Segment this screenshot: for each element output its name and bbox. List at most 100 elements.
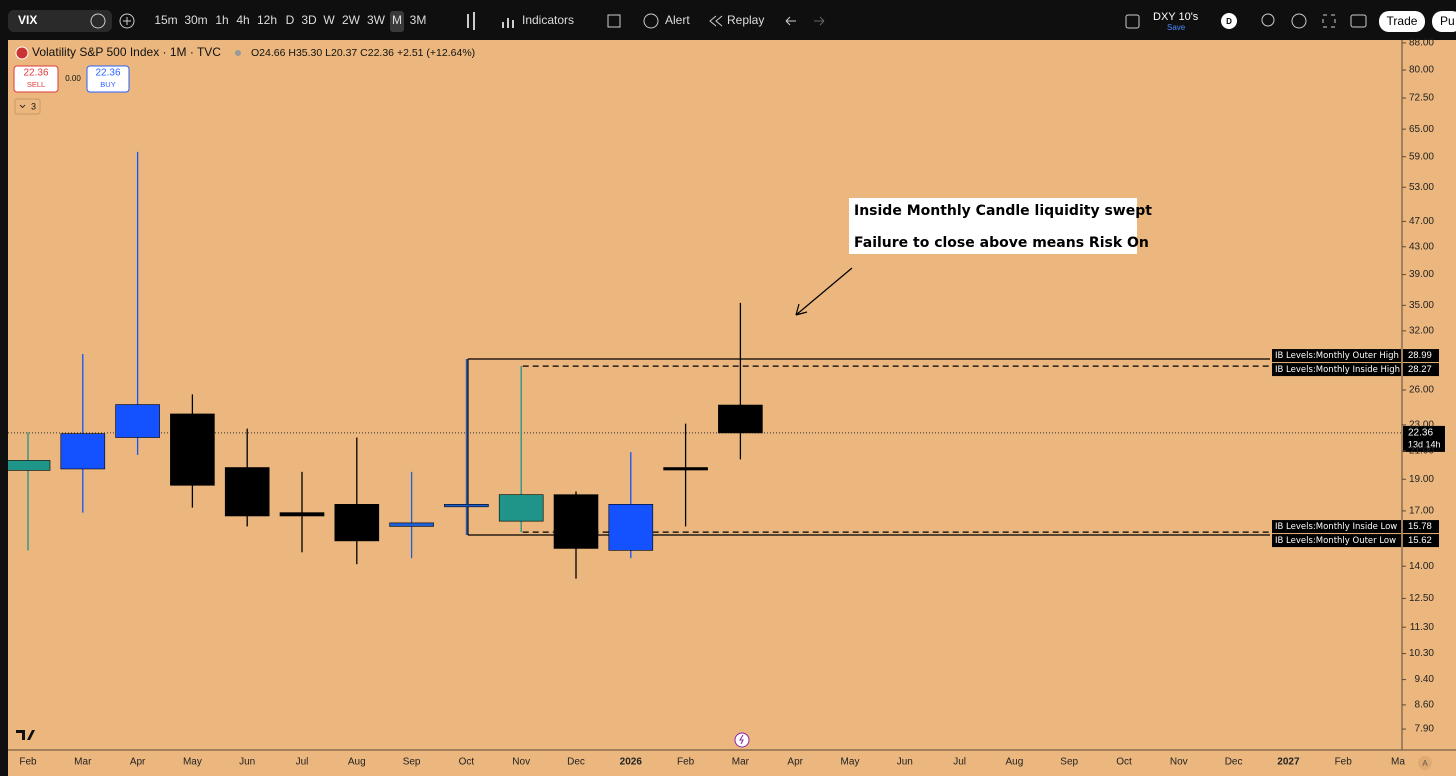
candle-body <box>498 494 544 522</box>
y-tick-label: 21.00 <box>1409 445 1434 456</box>
x-tick-label: Feb <box>1335 757 1353 768</box>
level-price-box <box>1403 534 1439 548</box>
current-price: 22.36 <box>1408 428 1433 439</box>
redo-button[interactable] <box>814 16 825 26</box>
auto-scale-button[interactable] <box>1418 756 1432 770</box>
candle-body <box>444 503 489 508</box>
x-tick-label: May <box>183 757 202 768</box>
candle-body <box>170 413 215 486</box>
plot <box>8 151 1402 579</box>
buy-label: BUY <box>100 80 115 89</box>
auto-scale-label: A <box>1422 759 1428 768</box>
interval-button[interactable]: M <box>392 13 402 27</box>
compare-button[interactable] <box>119 13 135 29</box>
y-tick-label: 17.00 <box>1409 506 1434 517</box>
level-price-box <box>1403 520 1439 534</box>
replay-button[interactable]: Replay <box>727 13 764 27</box>
y-tick-label: 65.00 <box>1409 124 1434 135</box>
level-price-box <box>1403 363 1439 377</box>
y-tick-label: 47.00 <box>1409 216 1434 227</box>
indicators-icon <box>502 18 514 28</box>
annotation-line: Inside Monthly Candle liquidity swept <box>854 203 1152 219</box>
sell-button[interactable] <box>13 65 59 93</box>
templates-button[interactable] <box>607 14 621 28</box>
candle-body <box>279 512 325 517</box>
snapshot-icon[interactable] <box>1350 14 1367 28</box>
x-tick-label: Aug <box>1006 757 1024 768</box>
interval-button[interactable]: 30m <box>184 13 207 27</box>
interval-button[interactable]: 3W <box>367 13 386 27</box>
interval-button[interactable]: W <box>323 13 335 27</box>
interval-button[interactable]: D <box>286 13 295 27</box>
interval-selected <box>390 11 404 32</box>
fullscreen-icon[interactable] <box>1322 14 1336 28</box>
x-tick-label: Apr <box>787 757 803 768</box>
interval-button[interactable]: 12h <box>257 13 277 27</box>
legend-ohlc: O24.66 H35.30 L20.37 C22.36 +2.51 (+12.6… <box>251 47 475 59</box>
y-tick-label: 43.00 <box>1409 241 1434 252</box>
level-label: IB Levels:Monthly Outer High <box>1275 351 1399 361</box>
buy-button[interactable] <box>86 65 130 93</box>
y-tick-label: 32.00 <box>1409 326 1434 337</box>
candle-body <box>608 503 654 551</box>
candle-body <box>60 433 106 470</box>
level-price: 15.78 <box>1408 521 1432 532</box>
indicators-button[interactable]: Indicators <box>522 13 574 27</box>
x-tick-label: Nov <box>1170 757 1188 768</box>
tv-logo <box>16 730 35 740</box>
trade-button[interactable] <box>1379 11 1425 32</box>
trade-label: Trade <box>1387 14 1418 28</box>
y-tick-label: 35.00 <box>1409 300 1434 311</box>
alert-icon <box>643 13 659 29</box>
chevron <box>19 104 26 109</box>
layout-name[interactable]: DXY 10's <box>1153 11 1199 23</box>
symbol-search[interactable] <box>8 10 112 32</box>
x-tick-label: Oct <box>459 757 475 768</box>
candle-body <box>8 460 51 471</box>
candle-body <box>663 467 708 471</box>
y-tick-label: 39.00 <box>1409 269 1434 280</box>
interval-button[interactable]: 15m <box>154 13 177 27</box>
publish-button[interactable] <box>1432 11 1456 32</box>
y-tick-label: 9.40 <box>1415 674 1435 685</box>
symbol-icon[interactable] <box>90 13 106 29</box>
y-tick-label: 26.00 <box>1409 385 1434 396</box>
avatar[interactable] <box>1221 13 1237 29</box>
level-label: IB Levels:Monthly Outer Low <box>1275 536 1396 546</box>
interval-button[interactable]: 2W <box>342 13 361 27</box>
settings-icon[interactable] <box>1291 13 1307 29</box>
x-tick-label: Apr <box>130 757 146 768</box>
x-tick-label: Jul <box>296 757 309 768</box>
interval-button[interactable]: 3D <box>301 13 317 27</box>
interval-button[interactable]: 3M <box>410 13 427 27</box>
interval-button[interactable]: 4h <box>236 13 249 27</box>
y-tick-label: 23.00 <box>1409 420 1434 431</box>
level-price: 28.27 <box>1408 364 1432 375</box>
avatar-letter: D <box>1226 17 1232 26</box>
interval-button[interactable]: 1h <box>215 13 228 27</box>
layout-icon[interactable] <box>1125 14 1140 29</box>
y-tick-label: 7.90 <box>1415 724 1435 735</box>
sell-label: SELL <box>27 80 45 89</box>
search-icon[interactable] <box>1261 13 1275 27</box>
x-tick-label: 2027 <box>1277 757 1300 768</box>
x-tick-label: May <box>841 757 860 768</box>
save-label[interactable]: Save <box>1167 23 1186 32</box>
indicators-toggle[interactable] <box>14 98 41 115</box>
spread: 0.00 <box>65 74 81 83</box>
y-tick-label: 53.00 <box>1409 182 1434 193</box>
x-tick-label: Sep <box>1060 757 1078 768</box>
symbol-flag <box>15 46 29 60</box>
level-label-box <box>1272 349 1401 363</box>
undo-button[interactable] <box>785 16 796 26</box>
annotation-line: Failure to close above means Risk On <box>854 235 1149 251</box>
candle-body <box>334 503 380 542</box>
legend-title: Volatility S&P 500 Index · 1M · TVC <box>32 45 221 59</box>
y-tick-label: 14.00 <box>1409 561 1434 572</box>
buy-price: 22.36 <box>95 68 120 79</box>
alert-button[interactable]: Alert <box>665 13 690 27</box>
y-tick-label: 10.30 <box>1409 648 1434 659</box>
chart-type-button[interactable] <box>467 12 475 30</box>
x-tick-label: Nov <box>512 757 530 768</box>
